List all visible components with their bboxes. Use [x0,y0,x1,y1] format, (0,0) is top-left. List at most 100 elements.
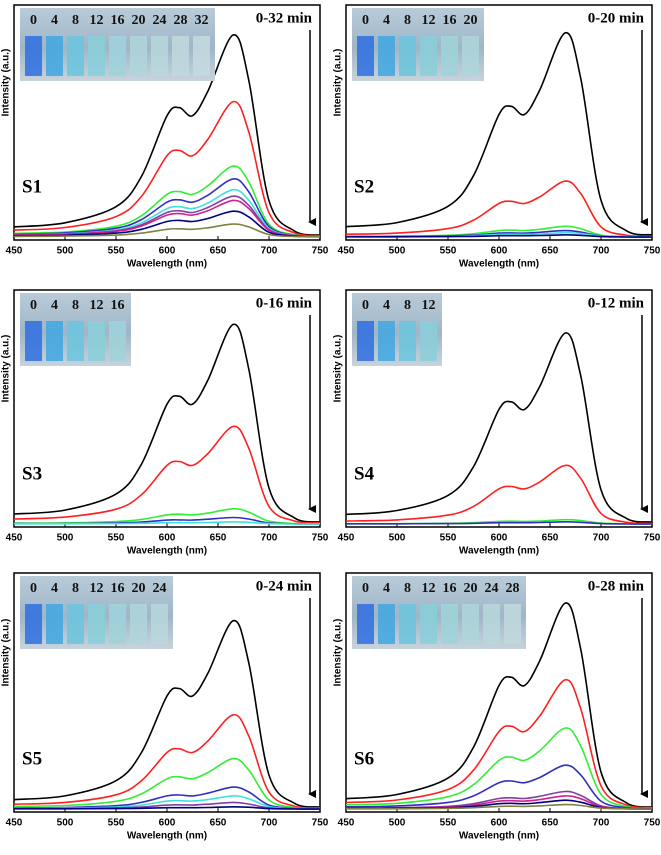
inset-label: 8 [404,298,411,313]
spectrum-line [345,520,653,525]
inset-label: 0 [362,581,369,596]
inset-label: 20 [464,581,478,596]
x-tick-label: 750 [644,818,661,829]
x-tick-label: 650 [210,533,227,544]
cuvette [109,604,126,644]
x-tick-label: 700 [261,818,278,829]
x-tick-label: 600 [491,818,508,829]
spectrum-line [345,678,653,809]
y-axis-label: Intensity (a.u.) [333,49,344,117]
spectrum-line [345,332,653,523]
cuvette [378,36,395,76]
inset-label: 4 [383,581,390,596]
x-tick-label: 500 [389,818,406,829]
inset-label: 0 [30,581,37,596]
cuvette [357,36,374,76]
cuvette [67,321,84,361]
cuvette [483,604,500,644]
spectrum-line [345,31,653,236]
x-axis-label: Wavelength (nm) [459,546,539,557]
inset-label: 12 [90,13,104,28]
x-axis-label: Wavelength (nm) [127,546,207,557]
annotation: 0-16 min [256,295,313,311]
inset-label: 20 [132,581,146,596]
cuvette [109,36,126,76]
x-tick-label: 650 [210,246,227,257]
cuvette [88,36,105,76]
inset-label: 32 [195,13,209,28]
inset-label: 0 [30,13,37,28]
spectrum-line [345,803,653,810]
x-tick-label: 600 [159,533,176,544]
inset-label: 0 [362,298,369,313]
cuvette [88,604,105,644]
inset-label: 28 [174,13,188,28]
spectrum-line [13,199,321,238]
panel: 450 500 550 600 650 700 750 Wavelength (nm) Inte… [1,572,329,842]
spectrum-line [13,520,321,525]
inset-label: 16 [443,13,457,28]
cuvette [420,36,437,76]
x-tick-label: 700 [261,246,278,257]
annotation: 0-28 min [588,578,645,594]
x-tick-label: 600 [159,818,176,829]
inset-label: 12 [422,581,436,596]
spectrum-line [13,165,321,238]
x-tick-label: 500 [389,533,406,544]
x-tick-label: 600 [159,246,176,257]
x-tick-label: 500 [57,818,74,829]
spectrum-line [345,464,653,525]
spectrum-line [13,786,321,810]
y-axis-label: Intensity (a.u.) [333,619,344,687]
annotation: 0-24 min [256,578,313,594]
cuvette [25,321,42,361]
x-tick-label: 650 [542,818,559,829]
cuvette [357,604,374,644]
panel: 450 500 550 600 650 700 750 Wavelength (nm) Inte… [333,4,661,270]
inset-label: 16 [443,581,457,596]
cuvette [151,604,168,644]
spectrum-line [345,764,653,810]
inset-label: 0 [30,298,37,313]
cuvette [441,36,458,76]
x-tick-label: 450 [338,246,355,257]
cuvette [399,604,416,644]
x-tick-label: 650 [542,533,559,544]
x-tick-label: 500 [57,533,74,544]
cuvette [462,604,479,644]
x-tick-label: 750 [312,246,329,257]
inset-label: 4 [51,13,58,28]
cuvette [420,604,437,644]
panel-label: S1 [22,176,42,197]
y-axis-label: Intensity (a.u.) [1,49,12,117]
cuvette [67,36,84,76]
inset-label: 12 [90,581,104,596]
spectrum-line [13,507,321,525]
inset-label: 20 [464,13,478,28]
inset-label: 20 [132,13,146,28]
x-tick-label: 450 [6,818,23,829]
cuvette [25,36,42,76]
inset-label: 4 [51,298,58,313]
cuvette [378,321,395,361]
annotation: 0-20 min [588,10,645,26]
x-tick-label: 500 [389,246,406,257]
inset-label: 16 [111,298,125,313]
cuvette [193,36,210,76]
inset-label: 4 [383,298,390,313]
spectrum-line [13,425,321,524]
inset-label: 8 [404,13,411,28]
x-tick-label: 750 [644,246,661,257]
annotation: 0-12 min [588,295,645,311]
x-tick-label: 450 [338,533,355,544]
cuvette [46,604,63,644]
spectrum-line [345,602,653,808]
panel: 450 500 550 600 650 700 750 Wavelength (nm) Inte… [1,4,329,270]
panel-label: S4 [354,463,375,484]
annotation: 0-32 min [256,10,313,26]
spectrum-line [13,795,321,810]
x-tick-label: 450 [338,818,355,829]
x-tick-label: 700 [593,533,610,544]
panel-label: S3 [22,463,42,484]
spectrum-line [345,727,653,809]
